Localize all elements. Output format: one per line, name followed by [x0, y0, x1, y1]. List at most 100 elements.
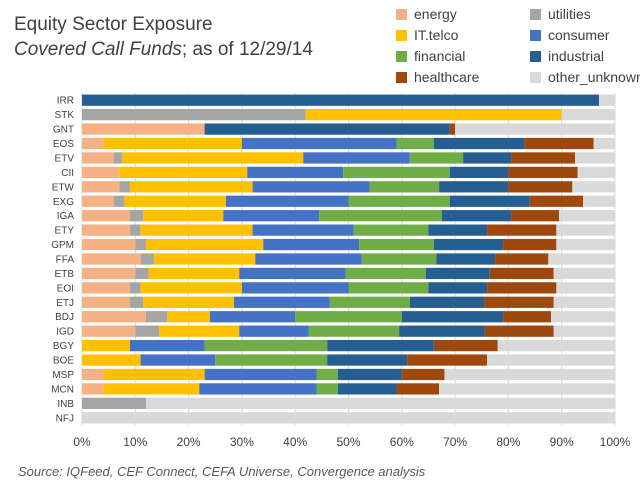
bar-segment-cii-consumer — [247, 166, 344, 179]
chart-subtitle-rest: ; as of 12/29/14 — [181, 39, 313, 60]
x-tick-label: 30% — [230, 435, 254, 449]
legend-swatch — [396, 29, 407, 41]
bar-segment-msp-industrial — [337, 368, 402, 381]
bar-segment-eoi-other-unknown — [556, 282, 615, 294]
bar-segment-ety-industrial — [428, 224, 488, 236]
bar-segment-eoi-healthcare — [487, 282, 557, 294]
y-tick-label: EOI — [57, 283, 74, 294]
bar-segment-exg-utilities — [113, 195, 125, 207]
bar-segment-bgy-industrial — [327, 339, 434, 352]
bar-segment-etb-industrial — [425, 267, 490, 280]
bar-segment-etj-consumer — [233, 296, 330, 308]
x-tick-label: 70% — [443, 435, 467, 449]
bar-segment-etb-energy — [82, 267, 136, 280]
bar-segment-eoi-financial — [348, 282, 429, 294]
bar-segment-etv-other-unknown — [575, 152, 615, 164]
bar-segment-etj-utilities — [129, 296, 144, 308]
x-tick-label: 80% — [496, 435, 520, 449]
bar-segment-msp-it-telco — [103, 368, 205, 381]
bar-segment-eoi-energy — [82, 282, 130, 294]
y-tick-label: ETW — [52, 182, 75, 193]
x-tick-label: 20% — [177, 435, 201, 449]
bar-segment-mcn-it-telco — [103, 383, 200, 395]
x-tick-label: 0% — [73, 435, 91, 449]
y-tick-label: BOE — [53, 356, 74, 367]
y-tick-label: EOS — [53, 139, 74, 150]
bar-segment-inb-utilities — [82, 397, 146, 409]
legend-item-other-unknown: other_unknown — [530, 67, 640, 87]
legend-label: IT.telco — [414, 27, 459, 43]
bar-segment-etw-energy — [82, 181, 120, 193]
bar-segment-ffa-it-telco — [153, 253, 256, 265]
bar-segment-cii-financial — [343, 166, 450, 179]
bar-segment-mcn-financial — [316, 383, 338, 395]
bar-segment-iga-other-unknown — [559, 210, 615, 222]
bar-segment-bdj-consumer — [209, 311, 296, 323]
bar-segment-eoi-it-telco — [140, 282, 242, 294]
y-tick-label: EXG — [53, 197, 74, 208]
bar-segment-mcn-healthcare — [396, 383, 440, 395]
legend-label: consumer — [548, 27, 610, 43]
bar-segment-etw-other-unknown — [572, 181, 615, 193]
bar-segment-bdj-healthcare — [503, 311, 552, 323]
bar-segment-mcn-other-unknown — [439, 383, 615, 395]
bar-segment-bgy-other-unknown — [497, 339, 615, 352]
bar-segment-stk-utilities — [82, 109, 306, 121]
bar-segment-msp-healthcare — [401, 368, 445, 381]
y-tick-label: ETJ — [56, 298, 74, 309]
chart-subtitle-italic: Covered Call Funds — [14, 39, 182, 60]
bar-segment-irr-other-unknown — [599, 94, 615, 106]
bar-segment-igd-utilities — [135, 325, 160, 337]
bar-segment-etw-consumer — [252, 181, 370, 193]
bar-segment-bgy-it-telco — [82, 339, 130, 352]
bar-segment-exg-other-unknown — [583, 195, 615, 207]
bar-segment-etb-financial — [345, 267, 426, 280]
bar-segment-ety-healthcare — [487, 224, 557, 236]
bar-segment-etj-industrial — [409, 296, 485, 308]
bar-segment-iga-healthcare — [511, 210, 560, 222]
legend-label: utilities — [548, 6, 591, 22]
bar-segment-etb-other-unknown — [553, 267, 615, 280]
legend-label: healthcare — [414, 69, 480, 85]
bar-segment-inb-other-unknown — [145, 397, 615, 409]
bar-segment-igd-healthcare — [484, 325, 554, 337]
bar-segment-mcn-energy — [82, 383, 104, 395]
x-tick-label: 60% — [390, 435, 414, 449]
y-tick-label: MCN — [51, 384, 74, 395]
bar-segment-gpm-other-unknown — [556, 238, 615, 251]
legend-item-financial: financial — [396, 46, 530, 66]
bar-segment-ety-consumer — [252, 224, 354, 236]
bar-segment-exg-consumer — [225, 195, 349, 207]
bar-segment-etj-it-telco — [143, 296, 234, 308]
bar-segment-exg-it-telco — [124, 195, 226, 207]
bar-segment-igd-other-unknown — [553, 325, 615, 337]
bar-segment-cii-energy — [82, 166, 120, 179]
bar-segment-etv-it-telco — [121, 152, 304, 164]
x-tick-label: 40% — [283, 435, 307, 449]
legend-item-consumer: consumer — [530, 25, 640, 45]
bar-segment-etb-it-telco — [148, 267, 240, 280]
stacked-bar-chart: IRR STK GNT EOS ETV CII ETW EXG IGA ETY GPM FFA ETB E… — [51, 93, 631, 449]
bar-segment-ety-energy — [82, 224, 130, 236]
bar-segment-boe-industrial — [327, 354, 408, 366]
bar-segment-eoi-consumer — [241, 282, 349, 294]
bar-segment-eos-energy — [82, 137, 104, 150]
bar-segment-iga-utilities — [129, 210, 144, 222]
bar-segment-msp-energy — [82, 368, 104, 381]
bar-segment-bdj-it-telco — [167, 311, 210, 323]
bar-segment-etj-financial — [329, 296, 410, 308]
bar-segment-etw-it-telco — [129, 181, 253, 193]
y-tick-label: MSP — [52, 370, 74, 381]
bar-segment-iga-industrial — [441, 210, 512, 222]
x-tick-label: 50% — [336, 435, 360, 449]
y-tick-label: IRR — [57, 96, 74, 107]
bar-segment-ety-utilities — [129, 224, 141, 236]
bar-segment-ety-it-telco — [140, 224, 253, 236]
bar-segment-nfj-other-unknown — [82, 412, 615, 424]
bar-segment-gpm-energy — [82, 238, 136, 251]
bar-segment-etv-utilities — [113, 152, 122, 164]
y-tick-label: INB — [57, 399, 74, 410]
bar-segment-igd-industrial — [399, 325, 485, 337]
y-tick-label: BGY — [53, 341, 74, 352]
y-tick-label: ETV — [55, 153, 75, 164]
